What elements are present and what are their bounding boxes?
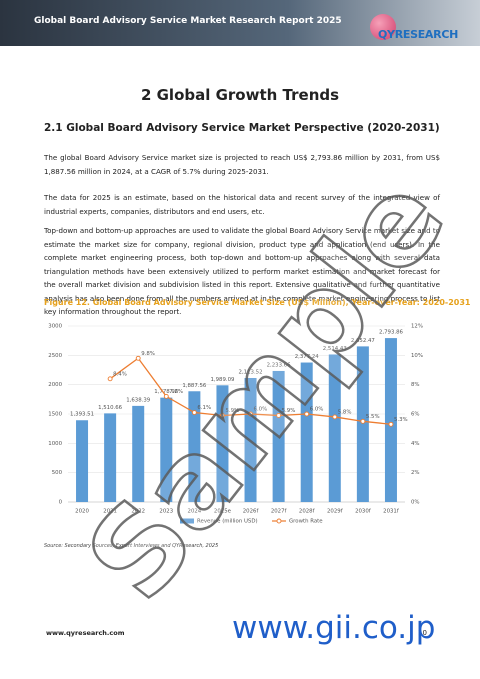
y-tick-label: 1500: [48, 412, 62, 418]
line-marker: [388, 421, 394, 427]
y-tick-label: 1000: [48, 441, 62, 447]
x-tick-label: 2025e: [214, 509, 232, 515]
line-marker: [191, 410, 197, 415]
bar: [356, 346, 369, 502]
header-bar: [0, 0, 480, 46]
x-tick-label: 2021: [103, 509, 117, 515]
line-marker: [248, 411, 253, 417]
bar: [216, 385, 229, 502]
bar: [244, 378, 257, 502]
legend-swatch: [180, 518, 194, 524]
bar: [272, 370, 285, 502]
line-value-label: 7.2%: [169, 389, 183, 395]
x-tick-label: 2028f: [299, 509, 315, 515]
bar-value-label: 1,393.51: [70, 412, 94, 418]
paragraph: The data for 2025 is an estimate, based …: [44, 193, 440, 216]
section-title: 2 Global Growth Trends: [140, 86, 340, 104]
line-marker: [332, 414, 338, 420]
line-marker: [163, 393, 169, 399]
y2-tick-label: 2%: [411, 470, 420, 476]
paragraph: The global Board Advisory Service market…: [44, 153, 440, 176]
bar: [328, 354, 341, 502]
bar: [104, 413, 117, 502]
bar-value-label: 2,233.66: [267, 362, 292, 368]
legend-label: Revenue (million USD): [197, 519, 258, 525]
line-value-label: 9.8%: [141, 351, 155, 357]
legend-label: Growth Rate: [289, 519, 323, 525]
y2-tick-label: 6%: [411, 412, 420, 418]
bar: [160, 397, 173, 502]
y-tick-label: 0: [59, 500, 63, 506]
line-value-label: 6.0%: [310, 407, 324, 413]
x-tick-label: 2029f: [327, 509, 343, 515]
bar-value-label: 2,377.24: [295, 354, 320, 360]
y-tick-label: 2000: [48, 382, 62, 388]
x-tick-label: 2024: [188, 509, 202, 515]
line-value-label: 5.9%: [282, 408, 296, 414]
line-value-label: 5.5%: [366, 414, 380, 420]
y-tick-label: 500: [52, 470, 63, 476]
x-tick-label: 2020: [75, 509, 89, 515]
subsection-title: 2.1 Global Board Advisory Service Market…: [44, 122, 440, 134]
bar-value-label: 2,514.43: [323, 346, 347, 352]
header-title: Global Board Advisory Service Market Res…: [34, 16, 342, 26]
y2-tick-label: 8%: [411, 382, 420, 388]
line-value-label: 6.0%: [254, 407, 268, 413]
bar-value-label: 2,652.47: [351, 338, 375, 344]
page-number: 10: [418, 629, 427, 637]
x-tick-label: 2023: [159, 509, 173, 515]
y2-tick-label: 4%: [411, 441, 420, 447]
x-tick-label: 2027f: [271, 509, 287, 515]
y2-tick-label: 0%: [411, 500, 420, 506]
bar-value-label: 2,793.86: [379, 330, 404, 336]
x-tick-label: 2030f: [355, 509, 371, 515]
line-marker: [220, 413, 225, 418]
bar: [300, 362, 313, 502]
line-value-label: 5.3%: [394, 417, 408, 423]
line-value-label: 8.4%: [113, 371, 127, 377]
bar: [384, 338, 397, 502]
legend-swatch: [276, 518, 282, 524]
watermark: www.gii.co.jp: [232, 610, 436, 646]
paragraph: Top-down and bottom-up approaches are us…: [44, 226, 440, 316]
source-note: Source: Secondary Sources, Expert Interv…: [44, 543, 219, 549]
figure-caption: Figure 12. Global Board Advisory Service…: [44, 298, 471, 307]
bar-value-label: 2,113.52: [239, 370, 263, 376]
chart: 0 500 1000 1500 2000 2500 3000 0% 2% 4% 6% 8% 10% 12%…: [48, 324, 423, 525]
line-value-label: 5.9%: [225, 408, 239, 414]
y2-tick-label: 12%: [411, 324, 423, 330]
y-tick-label: 2500: [48, 353, 62, 359]
bar-value-label: 1,638.39: [126, 397, 151, 403]
line-marker: [276, 413, 282, 418]
x-tick-label: 2031f: [383, 509, 399, 515]
y2-tick-label: 10%: [411, 353, 423, 359]
bar: [132, 405, 145, 502]
bar: [188, 391, 201, 502]
logo: QYRESEARCH: [378, 28, 458, 41]
y-tick-label: 3000: [48, 324, 62, 330]
bar-value-label: 1,510.66: [98, 405, 123, 411]
x-tick-label: 2026f: [243, 509, 259, 515]
logo-icon: [370, 14, 396, 40]
line-value-label: 6.1%: [197, 405, 211, 411]
bar: [76, 420, 89, 502]
line-marker: [135, 355, 141, 361]
footer-website: www.qyresearch.com: [46, 629, 125, 637]
bar-value-label: 1,989.09: [210, 377, 235, 383]
line-value-label: 5.8%: [338, 409, 352, 415]
x-tick-label: 2022: [131, 509, 145, 515]
bar-value-label: 1,778.96: [154, 389, 179, 395]
line-marker: [360, 418, 366, 424]
line-marker: [304, 411, 310, 417]
bar-value-label: 1,887.56: [182, 383, 207, 389]
line-marker: [107, 376, 113, 382]
